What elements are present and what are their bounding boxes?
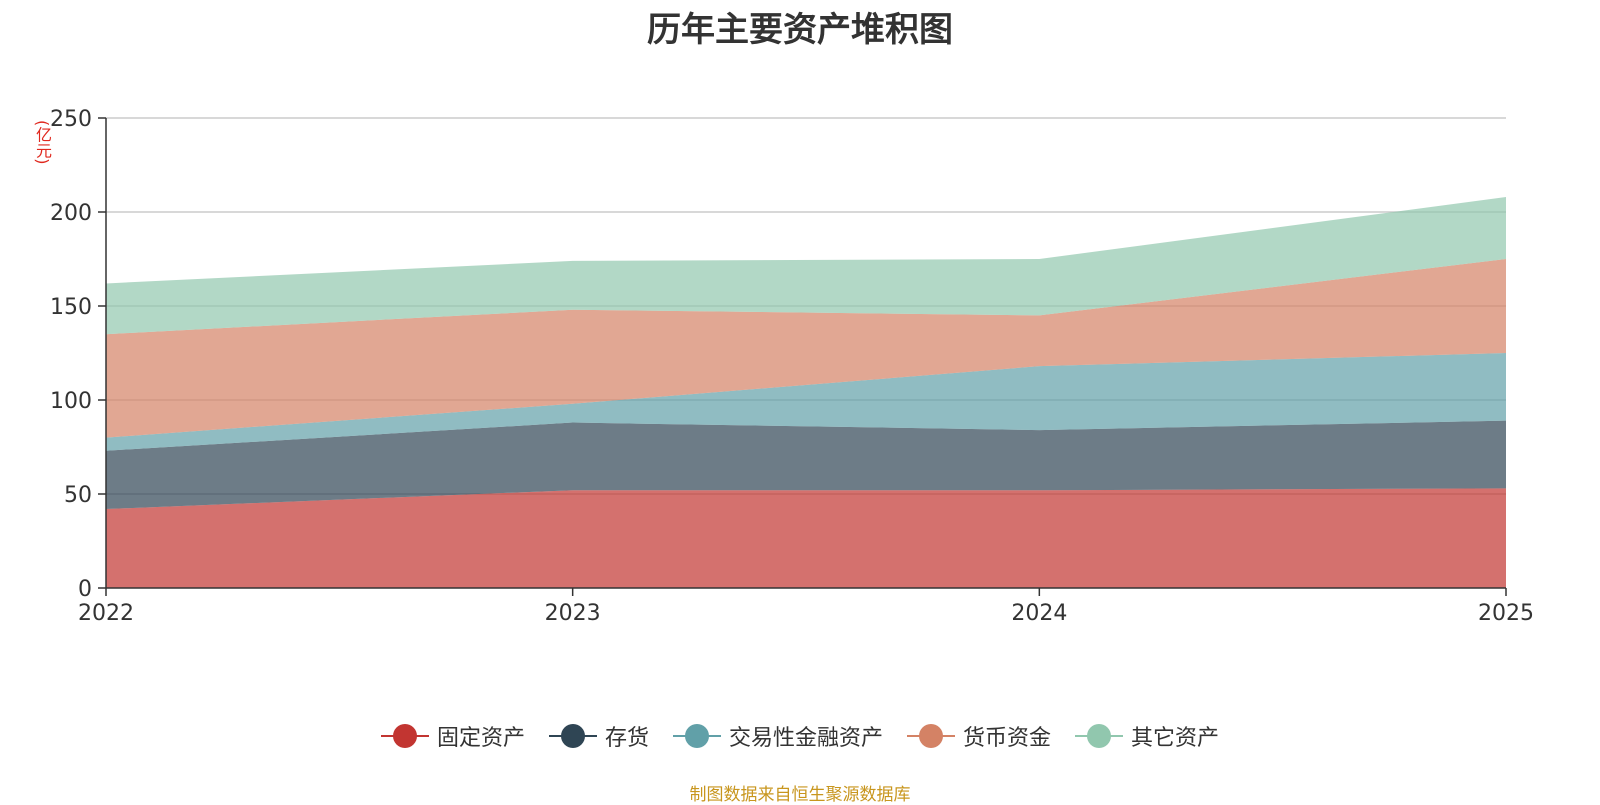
x-tick-label: 2022 <box>78 601 134 626</box>
legend-item-2[interactable]: 交易性金融资产 <box>672 720 883 752</box>
x-tick-label: 2024 <box>1011 601 1067 626</box>
legend-swatch-icon <box>1075 724 1124 748</box>
legend-label: 存货 <box>604 726 649 751</box>
legend-swatch-icon <box>548 724 597 748</box>
legend-item-4[interactable]: 其它资产 <box>1075 720 1219 752</box>
y-tick-label: 100 <box>50 389 92 414</box>
legend-label: 货币资金 <box>963 726 1052 751</box>
legend-label: 交易性金融资产 <box>728 726 883 751</box>
source-note: 制图数据来自恒生聚源数据库 <box>689 785 911 805</box>
legend: 固定资产 存货 交易性金融资产 货币资金 其它资产 <box>0 718 1600 754</box>
legend-swatch-icon <box>380 724 429 748</box>
legend-item-3[interactable]: 货币资金 <box>907 720 1051 752</box>
y-tick-label: 250 <box>50 107 92 132</box>
y-axis-unit-label: (亿元) <box>33 120 52 165</box>
chart-title: 历年主要资产堆积图 <box>647 10 953 50</box>
area-series-4[interactable] <box>106 196 1506 335</box>
area-series-0[interactable] <box>106 488 1506 588</box>
y-tick-label: 200 <box>50 201 92 226</box>
x-tick-label: 2025 <box>1478 601 1534 626</box>
stacked-areas <box>106 196 1506 588</box>
area-series-3[interactable] <box>106 259 1506 438</box>
area-series-2[interactable] <box>106 353 1506 451</box>
area-series-1[interactable] <box>106 420 1506 510</box>
legend-item-1[interactable]: 存货 <box>548 720 649 752</box>
y-tick-label: 150 <box>50 295 92 320</box>
x-tick-label: 2023 <box>545 601 601 626</box>
legend-item-0[interactable]: 固定资产 <box>380 720 525 752</box>
legend-swatch-icon <box>907 724 955 748</box>
y-tick-label: 0 <box>78 577 92 602</box>
legend-label: 其它资产 <box>1131 726 1220 751</box>
legend-label: 固定资产 <box>436 726 525 751</box>
legend-swatch-icon <box>672 724 721 748</box>
axes: 0 50 100 150 200 250 2022 2023 2024 2025 <box>50 107 1534 626</box>
y-tick-label: 50 <box>64 483 92 508</box>
